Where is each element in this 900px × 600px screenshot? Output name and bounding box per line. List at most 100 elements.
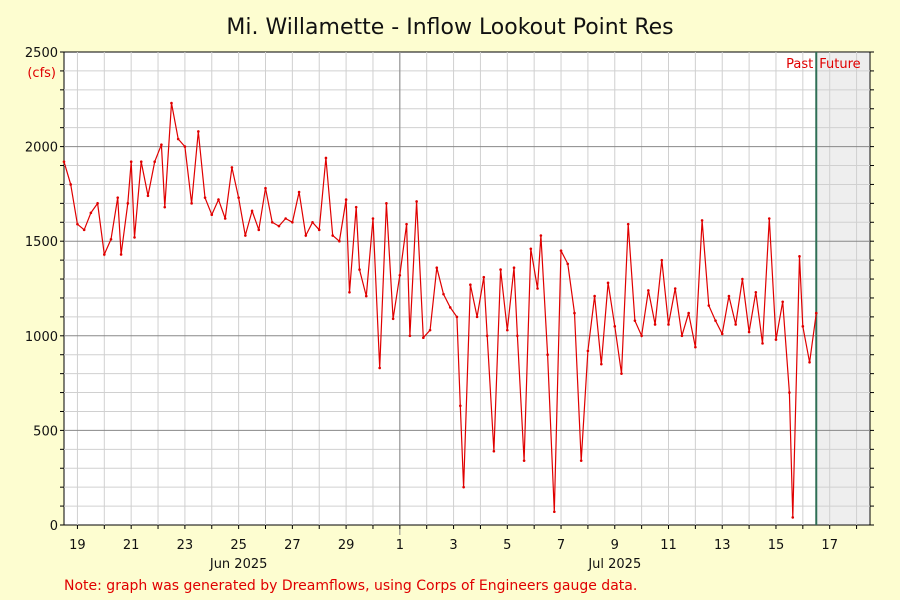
data-point: [422, 336, 425, 339]
data-point: [734, 323, 737, 326]
data-point: [462, 485, 465, 489]
x-tick-label: 27: [284, 538, 301, 553]
future-label: Future: [819, 57, 860, 72]
data-point: [284, 217, 287, 220]
data-point: [620, 372, 623, 375]
data-point: [126, 202, 130, 205]
month-label: Jul 2025: [587, 557, 641, 572]
data-point: [176, 137, 180, 141]
data-point: [146, 194, 150, 198]
data-point: [667, 323, 670, 326]
data-point: [116, 196, 120, 199]
data-point: [331, 234, 334, 237]
x-tick-label: 21: [123, 538, 140, 553]
data-point: [378, 366, 381, 370]
data-point: [183, 145, 187, 148]
data-point: [109, 238, 113, 241]
data-point: [244, 234, 247, 237]
data-point: [408, 334, 412, 338]
data-point: [482, 275, 486, 279]
x-tick-label: 1: [396, 538, 404, 553]
data-point: [700, 219, 704, 222]
data-point: [516, 334, 519, 338]
data-point: [385, 202, 388, 205]
data-point: [455, 315, 459, 319]
data-point: [96, 202, 99, 205]
data-point: [69, 183, 73, 186]
data-point: [364, 294, 368, 298]
data-point: [798, 255, 801, 258]
data-point: [82, 228, 86, 232]
x-tick-label: 11: [660, 538, 677, 553]
data-point: [586, 349, 590, 353]
x-tick-label: 17: [821, 538, 838, 553]
y-axis-label: (cfs): [27, 66, 56, 81]
future-region: [816, 53, 869, 524]
data-point: [741, 277, 744, 281]
data-point: [660, 258, 664, 262]
data-point: [297, 190, 301, 194]
y-tick-label: 1000: [25, 330, 58, 345]
month-label: Jun 2025: [209, 557, 268, 572]
data-point: [707, 304, 711, 307]
data-point: [317, 228, 321, 232]
data-point: [522, 459, 526, 462]
data-point: [237, 196, 240, 199]
x-tick-label: 19: [69, 538, 86, 553]
data-point: [714, 319, 717, 322]
data-point: [442, 292, 445, 296]
series-line: [63, 102, 817, 518]
data-point: [270, 220, 274, 224]
data-point: [428, 328, 432, 332]
data-point: [694, 345, 697, 349]
x-tick-label: 25: [230, 538, 247, 553]
data-point: [808, 360, 811, 364]
data-point: [153, 160, 156, 164]
data-point: [606, 281, 610, 285]
data-point: [687, 311, 690, 315]
data-point: [593, 294, 596, 298]
data-point: [391, 317, 395, 321]
data-point: [398, 273, 402, 277]
data-point: [163, 205, 167, 209]
data-point: [559, 249, 563, 252]
data-point: [76, 222, 79, 226]
data-point: [761, 342, 764, 345]
data-point: [129, 160, 133, 164]
data-point: [600, 362, 603, 366]
data-point: [160, 143, 163, 147]
major-grid: [64, 52, 870, 535]
data-point: [653, 323, 657, 326]
past-label: Past: [786, 57, 813, 72]
data-point: [673, 287, 677, 290]
data-point: [170, 101, 173, 105]
data-point: [767, 217, 771, 220]
data-point: [405, 222, 408, 226]
data-point: [250, 209, 254, 213]
data-point: [210, 213, 214, 217]
data-point: [62, 160, 66, 164]
data-point: [475, 315, 479, 319]
data-point: [257, 228, 261, 232]
data-point: [536, 287, 539, 290]
y-tick-label: 500: [33, 424, 58, 439]
data-point: [415, 200, 418, 203]
data-point: [448, 306, 452, 309]
x-axis-ticks: 19 21 23 25 27 29 1 3 5 7 9 11 13 15 17: [69, 525, 858, 553]
data-point: [371, 217, 375, 220]
data-point: [781, 300, 784, 304]
data-point: [747, 330, 751, 334]
data-point: [499, 268, 502, 271]
x-tick-label: 15: [768, 538, 785, 553]
data-point: [291, 220, 294, 224]
data-point: [720, 332, 724, 336]
y-tick-label: 1500: [25, 235, 58, 250]
data-point: [680, 334, 684, 338]
data-point: [311, 220, 314, 224]
data-point: [344, 198, 348, 201]
data-point: [506, 328, 509, 332]
data-point: [324, 156, 328, 160]
data-point: [791, 516, 795, 519]
data-point: [579, 459, 583, 462]
data-point: [103, 253, 106, 256]
